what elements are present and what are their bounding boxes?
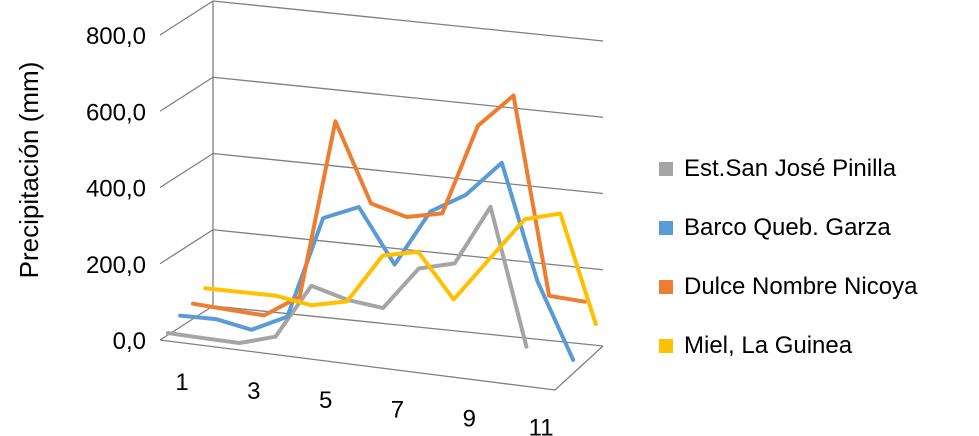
legend-swatch xyxy=(659,162,673,176)
y-tick-label: 400,0 xyxy=(86,176,146,203)
y-axis-title: Precipitación (mm) xyxy=(14,62,44,279)
series-line xyxy=(190,93,587,318)
gridlines xyxy=(159,0,604,391)
x-tick-label: 11 xyxy=(529,414,554,436)
y-tick-label: 800,0 xyxy=(86,23,146,50)
x-tick-label: 3 xyxy=(247,378,260,405)
legend-label: Barco Queb. Garza xyxy=(684,214,891,241)
legend: Est.San José Pinilla Barco Queb. Garza Dul… xyxy=(659,155,918,359)
floor-edge xyxy=(159,339,604,391)
x-tick-label: 9 xyxy=(463,405,476,432)
gridline xyxy=(159,76,604,118)
x-axis-ticks: 1 3 5 7 9 11 xyxy=(175,369,553,436)
y-tick-label: 0,0 xyxy=(113,328,146,355)
legend-label: Est.San José Pinilla xyxy=(684,155,897,182)
y-tick-label: 200,0 xyxy=(86,252,146,279)
series-line xyxy=(178,160,576,362)
x-tick-label: 1 xyxy=(175,369,188,396)
x-tick-label: 5 xyxy=(319,387,332,414)
gridline xyxy=(159,0,604,42)
legend-swatch xyxy=(659,221,673,235)
legend-swatch xyxy=(659,280,673,294)
legend-label: Dulce Nombre Nicoya xyxy=(684,273,918,300)
series-lines xyxy=(165,93,598,362)
gridline xyxy=(159,152,604,195)
y-axis-ticks: 0,0 200,0 400,0 600,0 800,0 xyxy=(86,23,146,355)
x-tick-label: 7 xyxy=(391,396,404,423)
legend-swatch xyxy=(659,339,673,353)
series-line xyxy=(203,211,598,326)
y-tick-label: 600,0 xyxy=(86,99,146,126)
legend-label: Miel, La Guinea xyxy=(684,332,853,359)
